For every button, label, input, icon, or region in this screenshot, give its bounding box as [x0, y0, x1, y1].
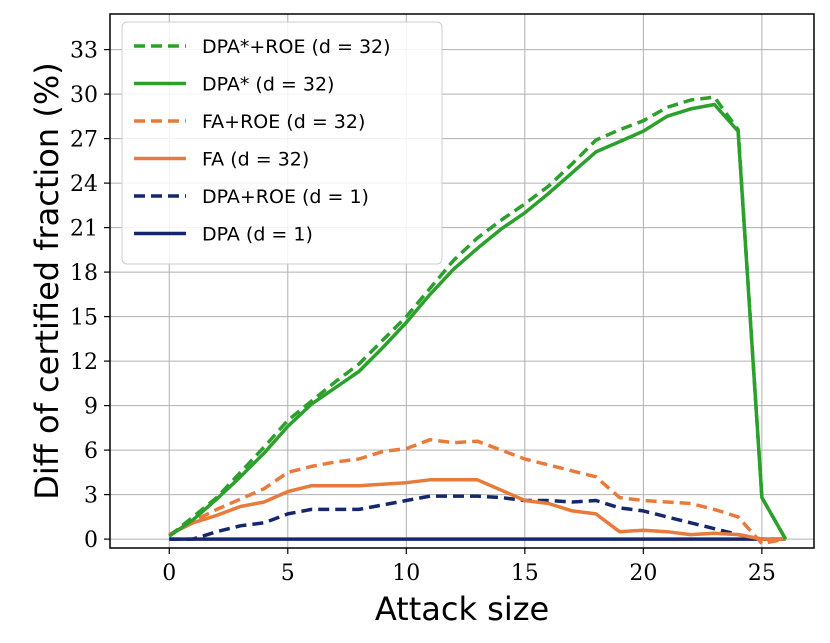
y-axis-title: Diff of certified fraction (%)	[28, 62, 66, 499]
y-tick-label: 12	[70, 350, 98, 375]
x-tick-label: 5	[281, 561, 295, 586]
legend-label: FA+ROE (d = 32)	[202, 111, 365, 133]
legend-label: FA (d = 32)	[202, 149, 309, 171]
y-tick-label: 18	[70, 261, 98, 286]
legend-label: DPA+ROE (d = 1)	[202, 186, 369, 208]
grid-lines	[110, 14, 814, 548]
legend-label: DPA (d = 1)	[202, 224, 313, 246]
x-tick-label: 15	[511, 561, 539, 586]
x-tick-label: 0	[162, 561, 176, 586]
series-line	[168, 478, 786, 541]
y-tick-label: 21	[70, 217, 98, 242]
y-tick-label: 33	[70, 39, 98, 64]
series-line	[169, 494, 786, 541]
axis-ticks: 0 5 10 15 20 25 0 3 6 9 12 15 18 21 24 27 30 33	[70, 39, 776, 586]
legend-label: DPA* (d = 32)	[202, 74, 334, 96]
x-tick-label: 20	[629, 561, 657, 586]
series-line	[168, 102, 788, 540]
legend-label: DPA*+ROE (d = 32)	[202, 36, 391, 58]
y-tick-label: 27	[70, 128, 98, 153]
y-tick-label: 15	[70, 306, 98, 331]
plot-frame	[109, 13, 815, 549]
x-tick-label: 25	[748, 561, 776, 586]
series-line	[168, 437, 786, 546]
y-tick-label: 24	[70, 172, 98, 197]
x-axis-title: Attack size	[375, 590, 549, 628]
y-tick-label: 0	[84, 528, 98, 553]
legend-box	[121, 21, 443, 265]
series-line	[168, 95, 788, 540]
y-tick-label: 6	[84, 439, 98, 464]
legend: DPA*+ROE (d = 32) DPA* (d = 32) FA+ROE (d …	[121, 21, 443, 265]
y-tick-label: 9	[84, 395, 98, 420]
series-lines	[168, 95, 788, 546]
x-tick-label: 10	[392, 561, 420, 586]
y-tick-label: 30	[70, 83, 98, 108]
y-tick-label: 3	[84, 484, 98, 509]
